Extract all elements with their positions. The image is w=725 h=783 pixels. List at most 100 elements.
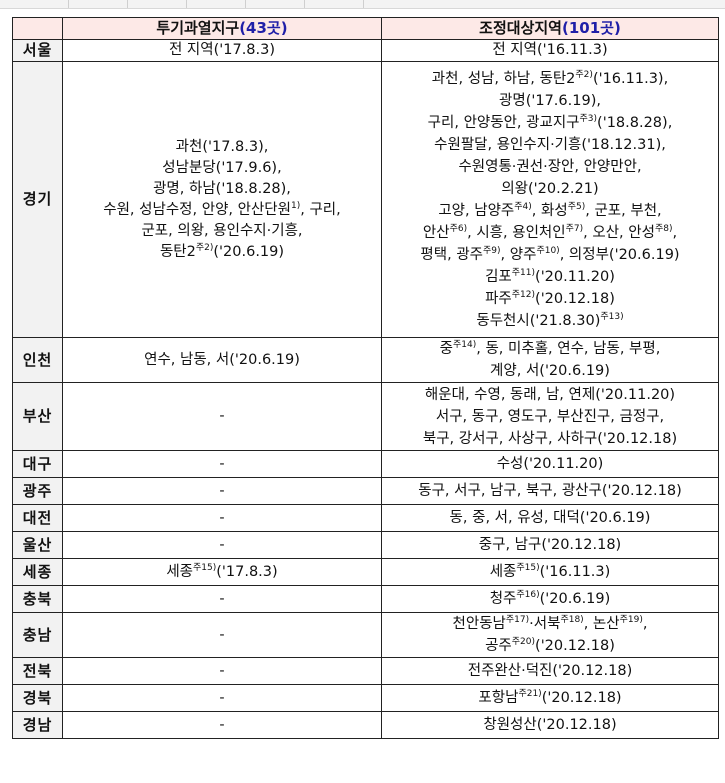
adjustment-zone-cell: 포항남주21)('20.12.18)	[381, 684, 719, 712]
footnote-marker: 주17)	[505, 615, 530, 625]
regulated-areas-table: 투기과열지구(43곳) 조정대상지역(101곳) 서울 전 지역('17.8.3)…	[12, 17, 719, 739]
cell-text: 공주	[485, 638, 512, 654]
footnote-marker: 주2)	[195, 242, 214, 253]
cell-text: 수성('20.11.20)	[496, 455, 604, 472]
cell-text: , 오산, 안성	[583, 224, 655, 241]
cell-text: 성남분당('17.9.6),	[162, 159, 282, 176]
cell-text: 북구, 강서구, 사상구, 사하구('20.12.18)	[422, 430, 678, 447]
table-row: 전북 - 전주완산·덕진('20.12.18)	[12, 657, 719, 685]
cell-line: 중주14), 동, 미추홀, 연수, 남동, 부평,	[384, 338, 716, 360]
table-row: 경남 - 창원성산('20.12.18)	[12, 711, 719, 739]
region-name: 대구	[12, 450, 63, 478]
adjustment-zone-cell: 전 지역('16.11.3)	[381, 39, 719, 62]
header-region	[12, 17, 63, 40]
footnote-marker: 주9)	[483, 245, 501, 256]
header-adjustment-label: 조정대상지역	[479, 19, 562, 37]
region-name: 경북	[12, 684, 63, 712]
adjustment-zone-cell: 중구, 남구('20.12.18)	[381, 531, 719, 559]
cell-text: -	[219, 689, 225, 706]
cell-line: 중구, 남구('20.12.18)	[384, 535, 716, 556]
cell-line: 동두천시('21.8.30)주13)	[384, 310, 716, 332]
cell-text: -	[219, 536, 225, 553]
adjustment-zone-cell: 동, 중, 서, 유성, 대덕('20.6.19)	[381, 504, 719, 532]
cell-text: 해운대, 수영, 동래, 남, 연제('20.11.20)	[424, 386, 676, 403]
adjustment-zone-cell: 전주완산·덕진('20.12.18)	[381, 657, 719, 685]
footnote-marker: 주14)	[452, 340, 477, 350]
cell-text: ·서북	[529, 616, 561, 632]
cell-line: -	[65, 589, 379, 610]
footnote-marker: 주12)	[511, 289, 536, 300]
header-speculative-zone: 투기과열지구(43곳)	[62, 17, 382, 40]
cell-line: 세종주15)('16.11.3)	[384, 562, 716, 583]
footnote-marker: 주16)	[516, 589, 540, 600]
cell-text: 동, 중, 서, 유성, 대덕('20.6.19)	[449, 509, 651, 526]
footnote-marker: 주2)	[575, 69, 593, 80]
cell-text: 수원, 성남수정, 안양, 안산단원	[103, 201, 291, 218]
speculative-zone-cell: -	[62, 657, 382, 685]
cell-text: , 양주	[500, 246, 537, 263]
cell-text: 전 지역('17.8.3)	[168, 42, 276, 58]
cell-text: 청주	[489, 590, 517, 607]
footnote-marker: 1)	[290, 200, 301, 211]
region-name: 울산	[12, 531, 63, 559]
region-name: 세종	[12, 558, 63, 586]
table-row: 대전 - 동, 중, 서, 유성, 대덕('20.6.19)	[12, 504, 719, 532]
cell-text: , 화성	[531, 202, 568, 219]
cell-line: 과천, 성남, 하남, 동탄2주2)('16.11.3),	[384, 68, 716, 90]
cell-text: ('16.11.3)	[539, 563, 611, 580]
adjustment-zone-cell: 창원성산('20.12.18)	[381, 711, 719, 739]
cell-line: 포항남주21)('20.12.18)	[384, 688, 716, 709]
cell-line: -	[65, 625, 379, 646]
cell-text: ('20.6.19)	[213, 243, 285, 260]
cell-text: 전 지역('16.11.3)	[492, 42, 608, 58]
cell-line: 창원성산('20.12.18)	[384, 715, 716, 736]
table-row: 부산 - 해운대, 수영, 동래, 남, 연제('20.11.20) 서구, 동구, …	[12, 382, 719, 451]
cell-line: 세종주15)('17.8.3)	[65, 562, 379, 583]
header-speculative-label: 투기과열지구	[156, 19, 240, 37]
cell-text: ('20.12.18)	[535, 290, 615, 307]
footnote-marker: 주6)	[449, 223, 468, 234]
cell-text: ,	[672, 224, 678, 241]
table-row: 충북 - 청주주16)('20.6.19)	[12, 585, 719, 613]
cell-line: 공주주20)('20.12.18)	[384, 635, 716, 657]
table-row: 세종 세종주15)('17.8.3) 세종주15)('16.11.3)	[12, 558, 719, 586]
speculative-zone-cell: -	[62, 711, 382, 739]
speculative-zone-cell: 전 지역('17.8.3)	[62, 39, 382, 62]
cell-text: ('20.12.18)	[535, 638, 615, 654]
cell-text: ('16.11.3),	[592, 70, 669, 87]
speculative-zone-cell: -	[62, 477, 382, 505]
cell-line: 군포, 의왕, 용인수지·기흥,	[65, 221, 379, 242]
cell-line: -	[65, 481, 379, 502]
cell-text: 구리, 안양동안, 광교지구	[427, 114, 580, 131]
cell-line: 의왕('20.2.21)	[384, 178, 716, 200]
region-name: 전북	[12, 657, 63, 685]
cell-line: 북구, 강서구, 사상구, 사하구('20.12.18)	[384, 428, 716, 450]
region-name: 경기	[12, 61, 63, 338]
cell-text: 동탄2	[159, 243, 196, 260]
speculative-zone-cell: -	[62, 531, 382, 559]
cell-line: -	[65, 688, 379, 709]
cell-text: 포항남	[478, 689, 519, 706]
cell-line: 동탄2주2)('20.6.19)	[65, 242, 379, 263]
cell-text: 군포, 의왕, 용인수지·기흥,	[141, 222, 303, 239]
cell-line: 고양, 남양주주4), 화성주5), 군포, 부천,	[384, 200, 716, 222]
cell-text: -	[219, 509, 225, 526]
cell-text: ('20.12.18)	[541, 689, 622, 706]
cell-text: ('20.6.19)	[539, 590, 611, 607]
table-row: 경북 - 포항남주21)('20.12.18)	[12, 684, 719, 712]
cell-text: -	[219, 716, 225, 733]
cell-text: ('17.8.3)	[216, 563, 278, 580]
footnote-marker: 주13)	[600, 311, 624, 322]
cell-text: 평택, 광주	[420, 246, 483, 263]
table-row: 서울 전 지역('17.8.3) 전 지역('16.11.3)	[12, 39, 719, 62]
cell-text: -	[219, 590, 225, 607]
cell-text: 고양, 남양주	[438, 202, 515, 219]
cell-text: ('20.11.20)	[535, 268, 615, 285]
cell-line: 김포주11)('20.11.20)	[384, 266, 716, 288]
cell-text: 과천('17.8.3),	[175, 138, 269, 155]
speculative-zone-cell: -	[62, 450, 382, 478]
spreadsheet-column-strip	[0, 0, 725, 9]
cell-line: 광명, 하남('18.8.28),	[65, 179, 379, 200]
table-row: 대구 - 수성('20.11.20)	[12, 450, 719, 478]
header-adjustment-count: (101곳)	[561, 19, 621, 37]
